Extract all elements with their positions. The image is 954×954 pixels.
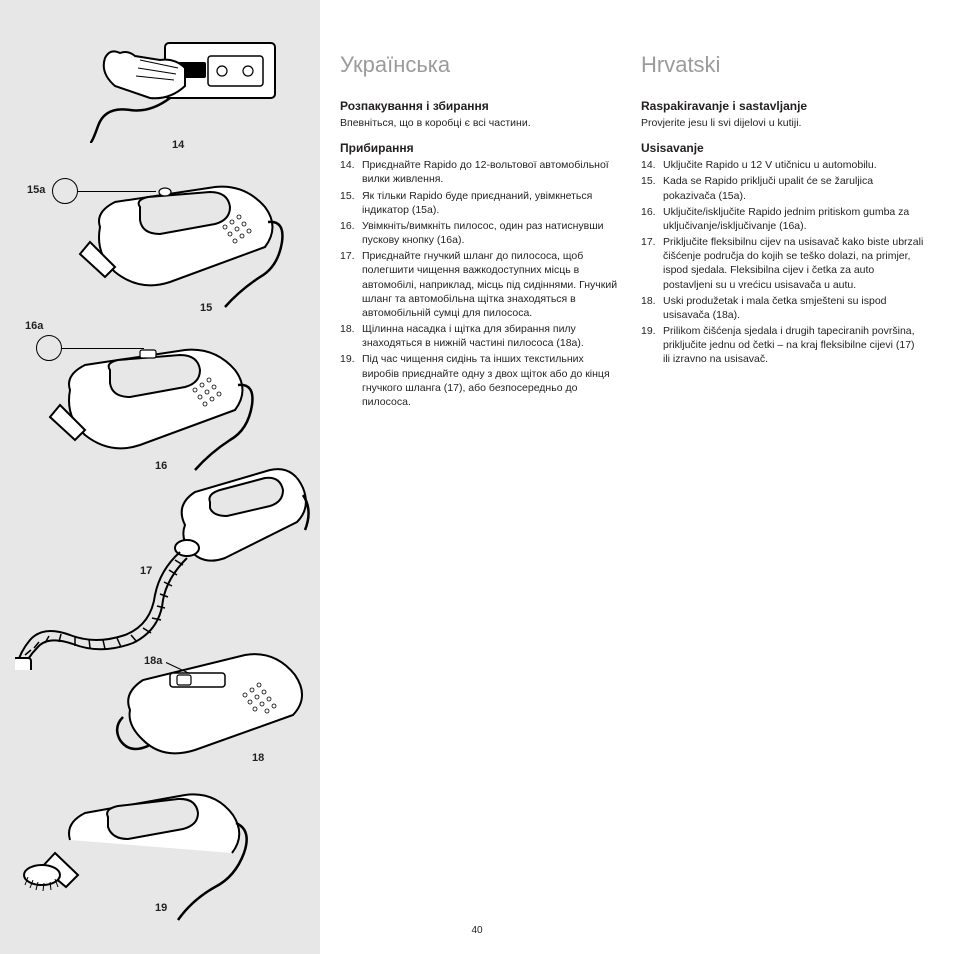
- step-num: 14.: [641, 158, 663, 172]
- step-text: Під час чищення сидінь та інших текстиль…: [362, 352, 623, 409]
- step-num: 19.: [641, 324, 663, 367]
- lang-heading-uk: Українська: [340, 50, 623, 80]
- label-14: 14: [172, 139, 184, 151]
- step-num: 15.: [641, 174, 663, 202]
- step-text: Uključite/isključite Rapido jednim priti…: [663, 205, 924, 233]
- leader-16a: [62, 348, 144, 349]
- figure-16: [40, 330, 255, 475]
- step-text: Приєднайте Rapido до 12-вольтової автомо…: [362, 158, 623, 186]
- step-item: 18.Щілинна насадка і щітка для збирання …: [340, 322, 623, 350]
- step-item: 19.Під час чищення сидінь та інших текст…: [340, 352, 623, 409]
- figure-15: [70, 172, 285, 312]
- step-item: 15.Kada se Rapido priključi upalit će se…: [641, 174, 924, 202]
- step-num: 14.: [340, 158, 362, 186]
- label-17: 17: [140, 565, 152, 577]
- figure-14: [90, 38, 280, 143]
- step-item: 19.Prilikom čišćenja sjedala i drugih ta…: [641, 324, 924, 367]
- steps-list-uk: 14.Приєднайте Rapido до 12-вольтової авт…: [340, 158, 623, 409]
- label-16a: 16a: [25, 320, 43, 332]
- step-text: Увімкніть/вимкніть пилосос, один раз нат…: [362, 219, 623, 247]
- step-num: 18.: [641, 294, 663, 322]
- text-columns: Українська Розпакування і збирання Впевн…: [320, 0, 954, 954]
- step-text: Prilikom čišćenja sjedala i drugih tapec…: [663, 324, 924, 367]
- step-item: 17.Приєднайте гнучкий шланг до пилососа,…: [340, 249, 623, 320]
- step-text: Uključite Rapido u 12 V utičnicu u autom…: [663, 158, 924, 172]
- step-item: 15.Як тільки Rapido буде приєднаний, уві…: [340, 189, 623, 217]
- callout-15a: [52, 178, 78, 204]
- step-num: 16.: [340, 219, 362, 247]
- step-text: Приєднайте гнучкий шланг до пилососа, що…: [362, 249, 623, 320]
- step-num: 15.: [340, 189, 362, 217]
- label-19: 19: [155, 902, 167, 914]
- step-item: 14.Приєднайте Rapido до 12-вольтової авт…: [340, 158, 623, 186]
- column-ukrainian: Українська Розпакування і збирання Впевн…: [340, 50, 623, 954]
- step-item: 14.Uključite Rapido u 12 V utičnicu u au…: [641, 158, 924, 172]
- figure-17: [15, 460, 310, 670]
- step-text: Як тільки Rapido буде приєднаний, увімкн…: [362, 189, 623, 217]
- step-text: Uski produžetak i mala četka smješteni s…: [663, 294, 924, 322]
- step-num: 17.: [340, 249, 362, 320]
- label-15a: 15a: [27, 184, 45, 196]
- figure-19: [20, 775, 250, 925]
- section-unpacking-uk: Розпакування і збирання: [340, 98, 623, 114]
- step-num: 18.: [340, 322, 362, 350]
- step-num: 19.: [340, 352, 362, 409]
- section-cleaning-hr: Usisavanje: [641, 140, 924, 156]
- step-item: 17.Priključite fleksibilnu cijev na usis…: [641, 235, 924, 292]
- step-item: 18.Uski produžetak i mala četka smješten…: [641, 294, 924, 322]
- column-croatian: Hrvatski Raspakiravanje i sastavljanje P…: [641, 50, 924, 954]
- step-item: 16.Увімкніть/вимкніть пилосос, один раз …: [340, 219, 623, 247]
- leader-15a: [78, 191, 156, 192]
- label-18: 18: [252, 752, 264, 764]
- section-unpacking-hr: Raspakiravanje i sastavljanje: [641, 98, 924, 114]
- diagram-column: 14 15a 15: [0, 0, 320, 954]
- lang-heading-hr: Hrvatski: [641, 50, 924, 80]
- manual-page: 14 15a 15: [0, 0, 954, 954]
- section-unpacking-sub-hr: Provjerite jesu li svi dijelovi u kutiji…: [641, 116, 924, 130]
- step-num: 16.: [641, 205, 663, 233]
- section-cleaning-uk: Прибирання: [340, 140, 623, 156]
- step-num: 17.: [641, 235, 663, 292]
- label-15: 15: [200, 302, 212, 314]
- step-text: Priključite fleksibilnu cijev na usisava…: [663, 235, 924, 292]
- callout-16a: [36, 335, 62, 361]
- label-18a: 18a: [144, 655, 162, 667]
- page-number: 40: [471, 925, 482, 936]
- step-item: 16.Uključite/isključite Rapido jednim pr…: [641, 205, 924, 233]
- section-unpacking-sub-uk: Впевніться, що в коробці є всі частини.: [340, 116, 623, 130]
- step-text: Щілинна насадка і щітка для збирання пил…: [362, 322, 623, 350]
- step-text: Kada se Rapido priključi upalit će se ža…: [663, 174, 924, 202]
- steps-list-hr: 14.Uključite Rapido u 12 V utičnicu u au…: [641, 158, 924, 366]
